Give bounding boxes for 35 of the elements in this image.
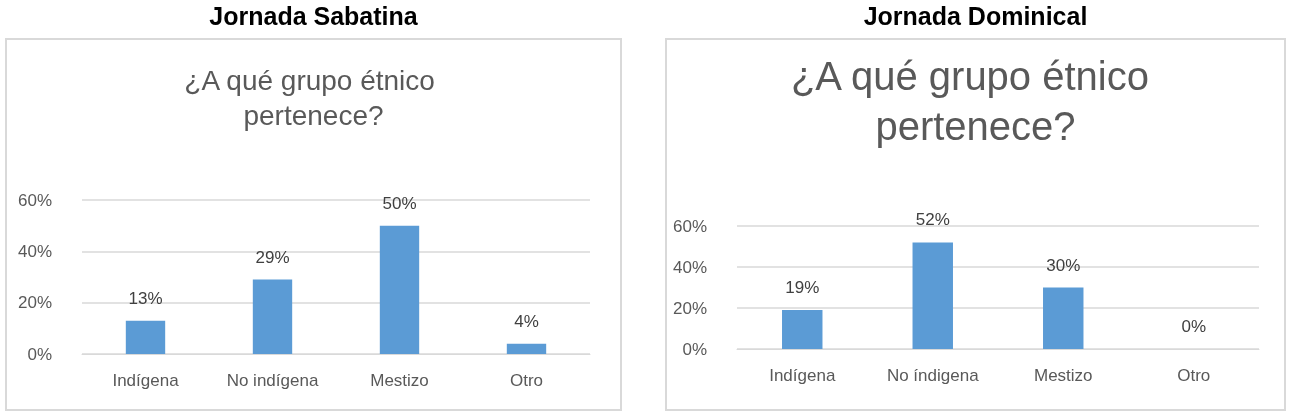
data-label: 19% bbox=[785, 278, 820, 298]
x-tick-label: Otro bbox=[1177, 366, 1211, 385]
chart-title: Jornada Dominical bbox=[862, 2, 1089, 31]
x-tick-label: Otro bbox=[509, 371, 544, 390]
y-tick-label: 60% bbox=[17, 190, 52, 210]
y-tick-label: 0% bbox=[27, 344, 52, 364]
x-tick-label: Mestizo bbox=[370, 371, 429, 390]
bar bbox=[782, 310, 823, 349]
data-label: 0% bbox=[1181, 317, 1207, 336]
chart-subtitle: ¿A qué grupo étnico pertenece? bbox=[184, 65, 443, 131]
bar bbox=[1043, 287, 1084, 349]
x-tick-label: No índigena bbox=[886, 366, 980, 385]
y-tick-label: 40% bbox=[672, 257, 707, 277]
chart-subtitle: ¿A qué grupo étnico pertenece? bbox=[790, 54, 1161, 148]
data-label: 52% bbox=[915, 210, 950, 230]
bar bbox=[506, 343, 547, 354]
x-tick-label: Indígena bbox=[112, 371, 180, 390]
data-label: 29% bbox=[255, 247, 290, 267]
y-tick-label: 0% bbox=[682, 339, 707, 359]
y-tick-label: 20% bbox=[672, 298, 707, 318]
data-label: 4% bbox=[514, 311, 539, 331]
bar bbox=[379, 225, 420, 354]
bar bbox=[912, 242, 953, 349]
data-label: 50% bbox=[382, 193, 417, 213]
x-tick-label: No indígena bbox=[226, 371, 319, 390]
data-label: 13% bbox=[128, 288, 163, 308]
x-tick-label: Indígena bbox=[769, 366, 836, 385]
y-tick-label: 40% bbox=[17, 241, 52, 261]
y-tick-label: 60% bbox=[672, 216, 707, 236]
y-tick-label: 20% bbox=[17, 293, 52, 313]
bar bbox=[252, 279, 293, 354]
data-label: 30% bbox=[1046, 255, 1081, 275]
bar bbox=[125, 320, 166, 354]
chart-title: Jornada Sabatina bbox=[208, 2, 419, 31]
x-tick-label: Mestizo bbox=[1033, 366, 1093, 385]
